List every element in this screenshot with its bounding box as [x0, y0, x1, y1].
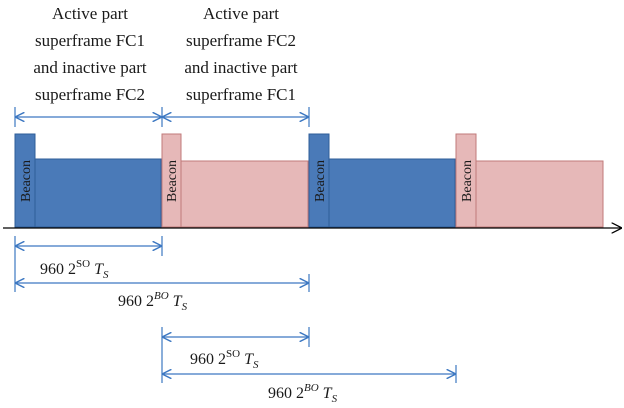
header-1-line-1: Active part: [52, 4, 128, 23]
beacon-label: Beacon: [19, 160, 34, 202]
header-1-line-4: superframe FC2: [35, 85, 145, 104]
superframe-block-fc1-a: [34, 158, 162, 228]
beacon-fc1-a: Beacon: [14, 133, 36, 228]
header-label-fc1: Active part superframe FC1 and inactive …: [33, 4, 147, 104]
header-1-line-2: superframe FC1: [35, 31, 145, 50]
beacon-label: Beacon: [313, 160, 328, 202]
header-2-line-1: Active part: [203, 4, 279, 23]
header-label-fc2: Active part superframe FC2 and inactive …: [184, 4, 298, 104]
dim-label-bo-1: 960 2BO TS: [118, 290, 188, 313]
beacon-label: Beacon: [460, 160, 475, 202]
dim-label-bo-2: 960 2BO TS: [268, 382, 338, 405]
beacon-fc1-b: Beacon: [308, 133, 330, 228]
beacon-fc2-a: Beacon: [161, 133, 182, 228]
superframe-block-fc1-b: [328, 158, 456, 228]
beacon-label: Beacon: [165, 160, 180, 202]
dim-label-so-1: 960 2SO TS: [40, 258, 109, 281]
header-1-line-3: and inactive part: [33, 58, 147, 77]
header-2-line-2: superframe FC2: [186, 31, 296, 50]
header-2-line-3: and inactive part: [184, 58, 298, 77]
dim-label-so-2: 960 2SO TS: [190, 348, 259, 371]
superframe-block-fc2-b: [475, 160, 604, 228]
superframe-block-fc2-a: [180, 160, 309, 228]
header-2-line-4: superframe FC1: [186, 85, 296, 104]
beacon-fc2-b: Beacon: [455, 133, 477, 228]
